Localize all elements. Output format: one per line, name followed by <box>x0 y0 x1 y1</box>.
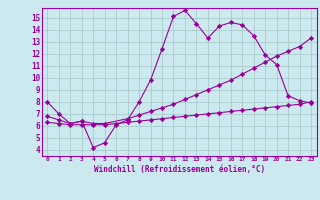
X-axis label: Windchill (Refroidissement éolien,°C): Windchill (Refroidissement éolien,°C) <box>94 165 265 174</box>
